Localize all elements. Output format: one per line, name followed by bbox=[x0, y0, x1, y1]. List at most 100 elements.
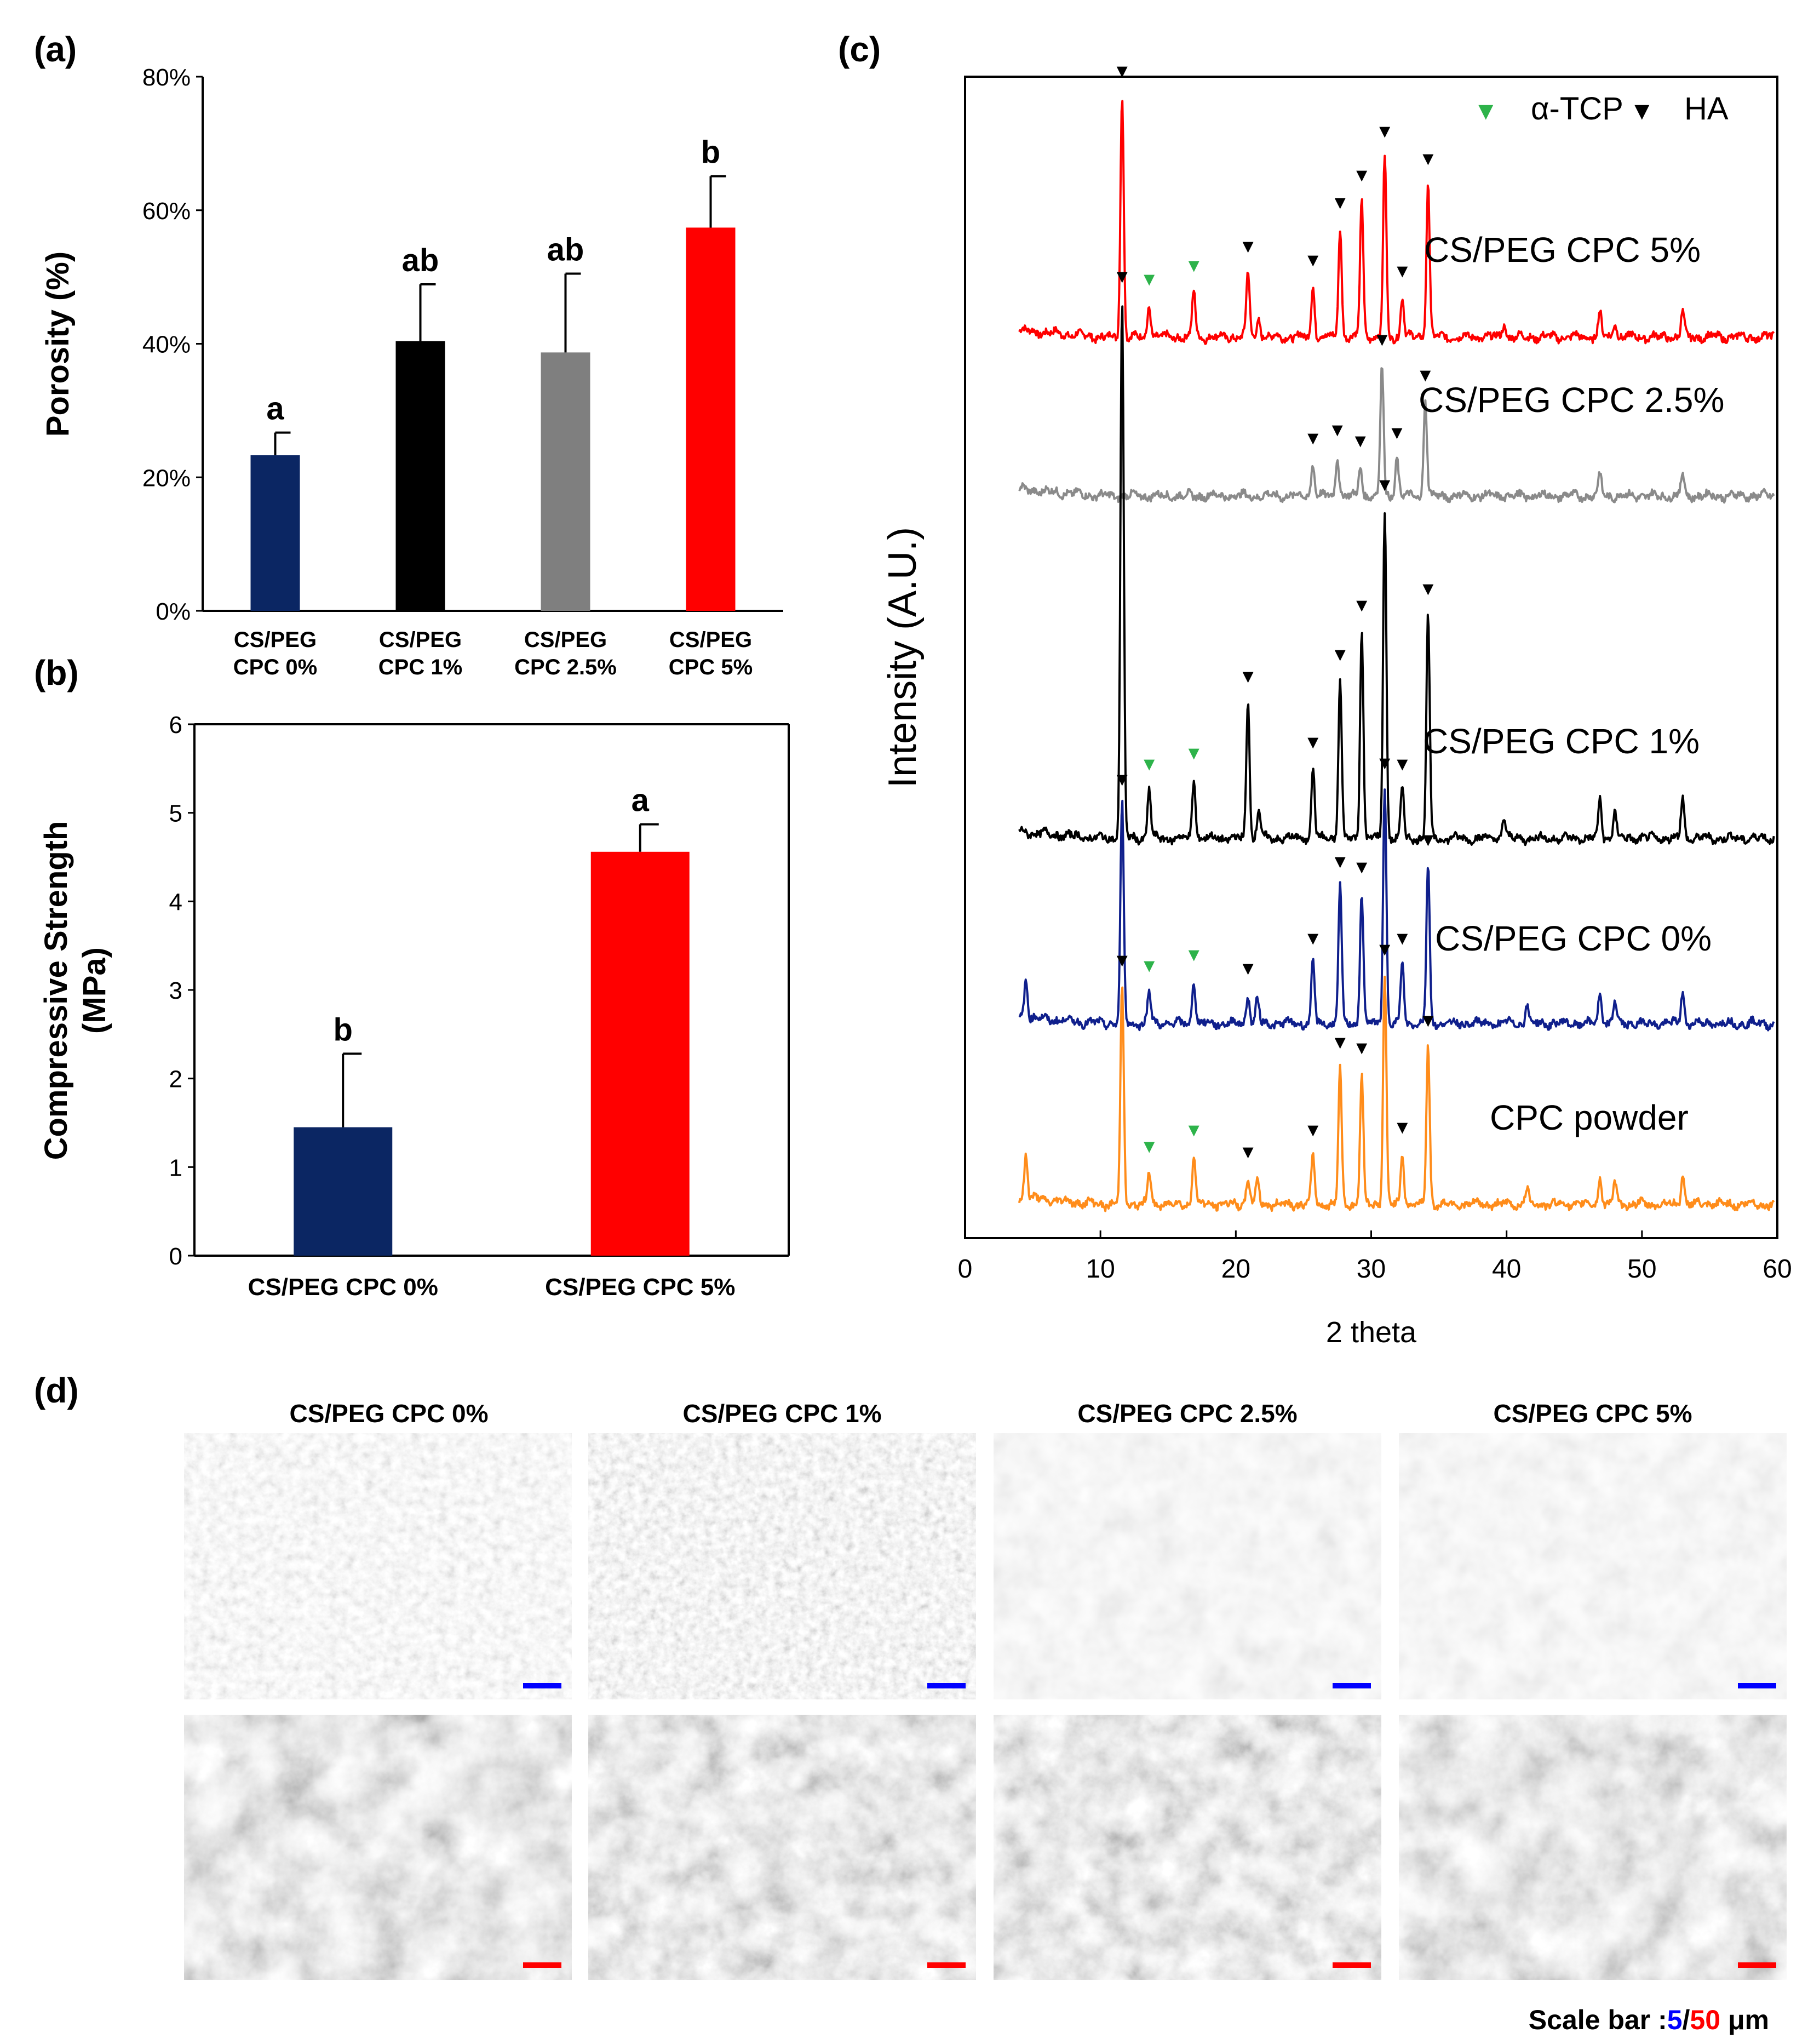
series-label-1: CS/PEG CPC 2.5% bbox=[1419, 380, 1724, 420]
ha-marker-1-3: ▼ bbox=[1373, 329, 1391, 350]
tcp-marker-4-0: ▼ bbox=[1140, 1136, 1158, 1157]
y-tick-label: 40% bbox=[142, 331, 191, 358]
ha-marker-2-7: ▼ bbox=[1419, 579, 1437, 599]
xrd-trace-3 bbox=[1018, 788, 1775, 1032]
x-tick-label: 50 bbox=[1627, 1255, 1656, 1284]
y-tick-label: 60% bbox=[142, 198, 191, 225]
tcp-marker-3-0: ▼ bbox=[1140, 955, 1158, 976]
scale-bar-high-3 bbox=[1738, 1962, 1776, 1968]
ha-marker-2-5: ▼ bbox=[1375, 474, 1394, 495]
ha-marker-1-1: ▼ bbox=[1328, 420, 1347, 440]
significance-label-1: a bbox=[632, 783, 650, 818]
scale-bar-high-1 bbox=[927, 1962, 966, 1968]
ha-marker-4-5: ▼ bbox=[1375, 939, 1394, 960]
legend-label-ha: HA bbox=[1684, 91, 1729, 127]
bar-1 bbox=[590, 851, 690, 1256]
y-tick-label: 80% bbox=[142, 64, 191, 91]
y-tick-label: 0% bbox=[156, 598, 191, 625]
y-tick-label: 6 bbox=[169, 712, 182, 738]
scale-bar-caption: Scale bar :5/50 μm bbox=[1529, 2005, 1769, 2035]
x-tick-label-2: CS/PEG bbox=[524, 628, 607, 652]
ha-marker-3-5: ▼ bbox=[1375, 753, 1394, 774]
ha-marker-2-3: ▼ bbox=[1331, 644, 1350, 665]
sem-image-3-low bbox=[1399, 1433, 1787, 1699]
xrd-trace-1 bbox=[1018, 367, 1775, 504]
panel-label-d: (d) bbox=[34, 1371, 79, 1410]
x-tick-label-3: CS/PEG bbox=[669, 628, 752, 652]
y-axis-title-line-1: (MPa) bbox=[77, 947, 112, 1034]
ha-marker-3-4: ▼ bbox=[1352, 857, 1371, 878]
ha-marker-2-6: ▼ bbox=[1393, 754, 1412, 775]
xrd-chart: (c) 0 10 20 30 40 50 60 2 theta Intensity (A.U.)… bbox=[838, 30, 1792, 1349]
scale-bar-low-3 bbox=[1738, 1683, 1776, 1688]
panel-label-c: (c) bbox=[838, 30, 881, 69]
xrd-trace-0 bbox=[1018, 100, 1775, 345]
ha-marker-4-0: ▼ bbox=[1113, 950, 1132, 971]
x-tick-label-0: CS/PEG CPC 0% bbox=[248, 1274, 438, 1301]
ha-marker-4-3: ▼ bbox=[1331, 1032, 1350, 1053]
sem-title-3: CS/PEG CPC 5% bbox=[1494, 1399, 1692, 1428]
tcp-marker-0-0: ▼ bbox=[1140, 269, 1158, 290]
porosity-chart: (a) 0% 20% 40% 60% 80% a CS/PEG CPC 0% ab CS/PEG C… bbox=[34, 30, 783, 679]
sem-image-0-low bbox=[184, 1433, 572, 1699]
x-tick-label: 0 bbox=[958, 1255, 973, 1284]
scale-bar-high-2 bbox=[1333, 1962, 1371, 1968]
y-axis-title: Intensity (A.U.) bbox=[881, 527, 925, 788]
scale-bar-low-0 bbox=[523, 1683, 561, 1688]
xrd-trace-4 bbox=[1018, 976, 1775, 1212]
significance-label-3: b bbox=[701, 135, 720, 170]
x-tick-label-0: CPC 0% bbox=[233, 655, 317, 679]
y-tick-label: 20% bbox=[142, 465, 191, 491]
y-tick-label: 4 bbox=[169, 889, 182, 915]
series-label-4: CPC powder bbox=[1490, 1098, 1689, 1137]
tcp-marker-2-0: ▼ bbox=[1140, 754, 1158, 775]
x-tick-label: 40 bbox=[1492, 1255, 1521, 1284]
legend-label-tcp: α-TCP bbox=[1531, 91, 1623, 127]
scale-prefix: Scale bar : bbox=[1529, 2005, 1667, 2035]
ha-marker-4-2: ▼ bbox=[1304, 1120, 1322, 1141]
scale-unit: μm bbox=[1720, 2005, 1769, 2035]
ha-marker-0-7: ▼ bbox=[1419, 148, 1437, 169]
significance-label-0: a bbox=[266, 391, 284, 427]
y-axis-title-line-0: Compressive Strength bbox=[38, 821, 74, 1160]
ha-marker-2-2: ▼ bbox=[1304, 732, 1322, 753]
scale-sep: / bbox=[1683, 2005, 1690, 2035]
tcp-marker-0-1: ▼ bbox=[1185, 255, 1203, 276]
significance-label-2: ab bbox=[547, 232, 584, 268]
bar-0 bbox=[294, 1127, 393, 1256]
sem-image-2-high bbox=[994, 1715, 1381, 1980]
y-axis-title: Porosity (%) bbox=[40, 251, 76, 437]
ha-marker-1-0: ▼ bbox=[1304, 428, 1322, 449]
sem-image-1-high bbox=[588, 1715, 976, 1980]
scale-low: 5 bbox=[1667, 2005, 1683, 2035]
ha-marker-2-4: ▼ bbox=[1352, 595, 1371, 616]
scale-bar-high-0 bbox=[523, 1962, 561, 1968]
significance-label-1: ab bbox=[402, 243, 439, 278]
bar-0 bbox=[250, 455, 300, 611]
x-tick-label: 30 bbox=[1357, 1255, 1386, 1284]
y-tick-label: 1 bbox=[169, 1154, 182, 1181]
x-tick-label-2: CPC 2.5% bbox=[514, 655, 617, 679]
scale-high: 50 bbox=[1690, 2005, 1720, 2035]
ha-marker-3-2: ▼ bbox=[1304, 928, 1322, 949]
bar-2 bbox=[541, 352, 590, 611]
ha-marker-1-5: ▼ bbox=[1416, 365, 1435, 386]
x-tick-label-0: CS/PEG bbox=[234, 628, 317, 652]
tcp-marker-3-1: ▼ bbox=[1185, 944, 1203, 965]
x-tick-label: 60 bbox=[1763, 1255, 1792, 1284]
ha-marker-0-3: ▼ bbox=[1331, 192, 1350, 213]
ha-marker-4-1: ▼ bbox=[1239, 1142, 1258, 1163]
ha-marker-3-1: ▼ bbox=[1239, 958, 1258, 979]
series-label-0: CS/PEG CPC 5% bbox=[1424, 230, 1701, 270]
ha-marker-0-1: ▼ bbox=[1239, 236, 1258, 257]
sem-image-3-high bbox=[1399, 1715, 1787, 1980]
sem-title-0: CS/PEG CPC 0% bbox=[290, 1399, 489, 1428]
sem-image-1-low bbox=[588, 1433, 976, 1699]
panel-label-b: (b) bbox=[34, 653, 79, 692]
sem-image-2-low bbox=[994, 1433, 1381, 1699]
x-axis-title: 2 theta bbox=[1326, 1316, 1417, 1349]
ha-marker-4-7: ▼ bbox=[1419, 1010, 1437, 1031]
x-tick-label-1: CPC 1% bbox=[378, 655, 462, 679]
series-label-2: CS/PEG CPC 1% bbox=[1423, 722, 1700, 761]
series-label-3: CS/PEG CPC 0% bbox=[1435, 919, 1712, 958]
